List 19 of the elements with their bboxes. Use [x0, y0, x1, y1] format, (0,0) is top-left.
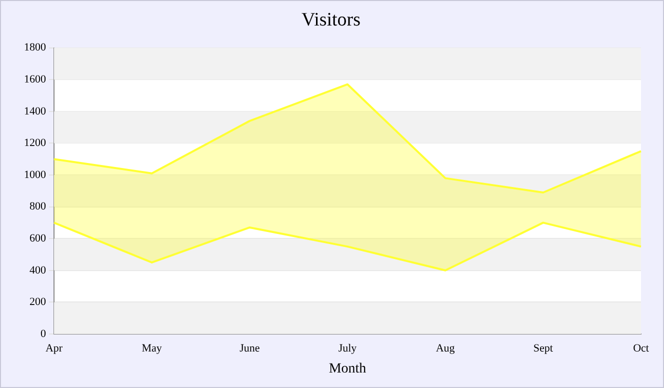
x-tick-label: July — [338, 342, 358, 354]
y-tick-label: 0 — [40, 328, 46, 340]
x-tick-label: May — [142, 342, 162, 354]
y-tick-label: 1400 — [24, 105, 46, 118]
x-tick-label: Sept — [533, 342, 553, 354]
y-tick-label: 400 — [30, 264, 46, 276]
y-tick-label: 800 — [30, 200, 46, 213]
x-tick-label: Aug — [436, 342, 456, 354]
chart-title: Visitors — [301, 9, 361, 30]
y-tick-label: 1800 — [24, 42, 46, 54]
y-tick-label: 1600 — [24, 73, 46, 86]
x-axis-title: Month — [328, 361, 366, 376]
y-tick-label: 200 — [30, 296, 46, 308]
y-tick-label: 1200 — [24, 137, 46, 150]
x-tick-label: Oct — [633, 342, 649, 354]
x-tick-label: Apr — [45, 342, 63, 354]
x-tick-label: June — [240, 342, 260, 354]
y-tick-label: 600 — [30, 232, 46, 244]
y-tick-label: 1000 — [24, 168, 46, 181]
